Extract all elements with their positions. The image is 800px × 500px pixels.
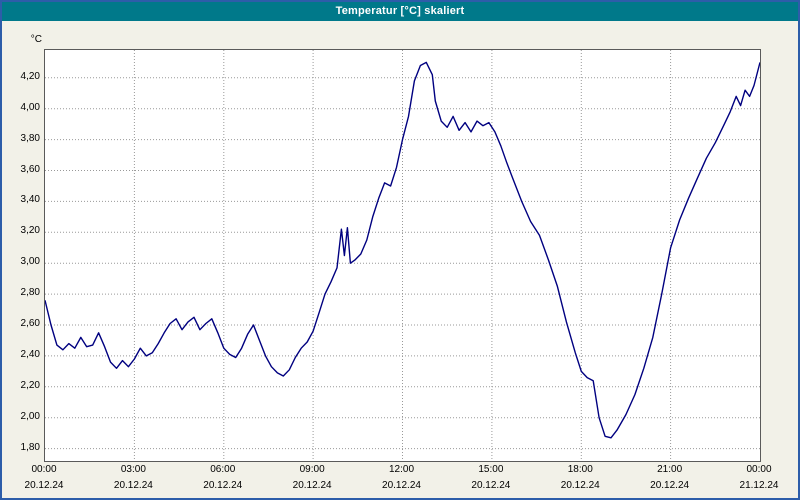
x-date-label: 20.12.24 [203,480,243,491]
x-date-label: 20.12.24 [292,480,332,491]
x-tick-label: 00:00 [31,464,57,475]
x-date-label: 20.12.24 [471,480,511,491]
y-tick-label: 2,80 [20,287,40,299]
x-tick-label: 00:00 [746,464,772,475]
window-title: Temperatur [°C] skaliert [335,5,465,17]
y-tick-label: 2,40 [20,348,40,360]
y-tick-label: 1,80 [20,441,40,453]
y-tick-label: 2,60 [20,318,40,330]
y-tick-label: 3,00 [20,256,40,268]
y-tick-label: 3,40 [20,194,40,206]
x-tick-label: 12:00 [388,464,415,475]
temperature-line [45,61,760,439]
x-tick-label: 06:00 [210,464,236,475]
x-date-label: 20.12.24 [24,480,64,491]
x-date-label: 20.12.24 [382,480,421,491]
y-tick-label: 2,00 [20,410,40,422]
y-tick-label: 3,80 [20,132,40,144]
y-tick-label: 4,00 [20,101,40,113]
x-date-label: 20.12.24 [560,480,600,491]
y-tick-label: 3,20 [20,225,40,237]
x-tick-label: 21:00 [657,464,683,475]
plot-area [44,49,761,462]
plot-svg [45,50,760,461]
x-tick-label: 18:00 [567,464,593,475]
y-tick-label: 2,20 [20,379,40,391]
x-date-label: 20.12.24 [650,480,690,491]
y-tick-label: 3,60 [20,163,40,175]
x-tick-label: 09:00 [299,464,325,475]
window-title-bar: Temperatur [°C] skaliert [2,2,798,21]
y-tick-label: 4,20 [20,70,40,82]
x-date-label: 21.12.24 [739,480,779,491]
y-axis-unit-label: °C [30,34,42,45]
x-tick-label: 15:00 [478,464,504,475]
x-tick-label: 03:00 [120,464,146,475]
x-date-label: 20.12.24 [113,480,153,491]
